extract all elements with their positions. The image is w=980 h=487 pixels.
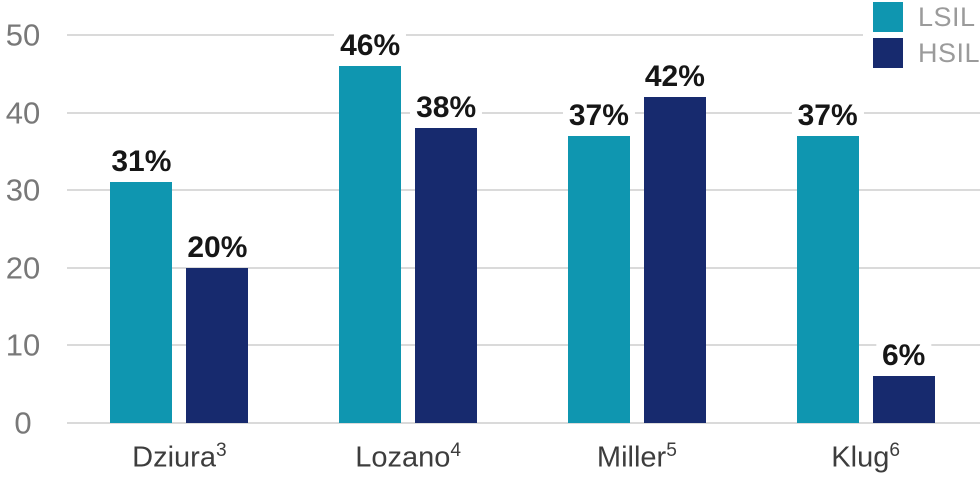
x-axis: Dziura3 Lozano4 Miller5 Klug6 [0, 440, 980, 485]
bar-hsil-klug [872, 376, 935, 423]
legend-label-hsil: HSIL [918, 37, 980, 68]
category-label-dziura: Dziura3 [132, 440, 227, 474]
value-label-hsil-dziura: 20% [181, 230, 254, 264]
gridline-y30 [67, 189, 980, 192]
gridline-y0 [67, 422, 980, 424]
legend-item-hsil: HSIL [873, 38, 980, 68]
value-label-hsil-lozano: 38% [410, 91, 483, 125]
legend-swatch-lsil-icon [873, 2, 903, 32]
y-tick-label-0: 0 [14, 405, 32, 441]
bar-hsil-miller [643, 97, 706, 423]
category-label-lozano: Lozano4 [355, 440, 462, 474]
value-label-hsil-miller: 42% [638, 60, 711, 94]
bar-hsil-lozano [415, 128, 478, 423]
y-tick-label-40: 40 [5, 95, 41, 131]
gridline-y10 [67, 344, 980, 347]
legend-label-lsil: LSIL [918, 1, 976, 32]
bar-hsil-dziura [186, 267, 249, 423]
value-label-lsil-miller: 37% [562, 98, 635, 132]
legend: LSIL HSIL [863, 1, 980, 72]
plot-area: 31% 20% 46% 38% 37% 42% 37% 6% [65, 29, 980, 424]
y-tick-label-10: 10 [5, 327, 41, 363]
value-label-hsil-klug: 6% [875, 339, 932, 373]
value-label-lsil-dziura: 31% [105, 145, 178, 179]
value-label-lsil-klug: 37% [791, 98, 864, 132]
gridline-y40 [67, 111, 980, 114]
y-axis: 0 10 20 30 40 50 [0, 20, 46, 439]
y-tick-label-50: 50 [5, 17, 41, 53]
value-label-lsil-lozano: 46% [334, 29, 407, 63]
gridline-y50 [67, 34, 980, 36]
y-tick-label-20: 20 [5, 250, 41, 286]
gridline-y20 [67, 266, 980, 269]
category-label-klug: Klug6 [831, 440, 900, 474]
bar-lsil-miller [567, 135, 630, 423]
y-tick-label-30: 30 [5, 172, 41, 208]
legend-item-lsil: LSIL [873, 2, 980, 32]
bar-lsil-klug [796, 135, 859, 423]
bar-lsil-lozano [339, 66, 402, 423]
legend-swatch-hsil-icon [873, 38, 903, 68]
category-label-miller: Miller5 [596, 440, 677, 474]
bar-lsil-dziura [110, 182, 173, 423]
